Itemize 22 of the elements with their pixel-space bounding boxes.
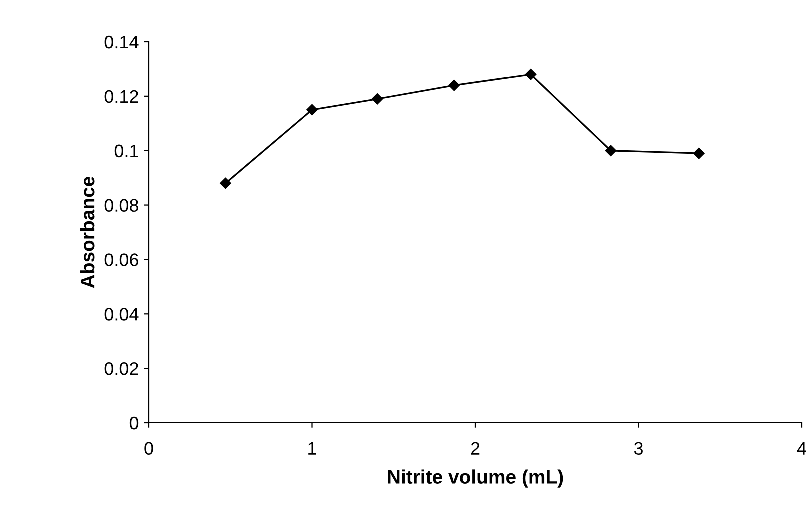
y-tick-label: 0.02 xyxy=(104,362,138,376)
y-tick-label: 0.08 xyxy=(104,199,138,212)
point xyxy=(525,69,537,80)
y-tick-label: 0.12 xyxy=(104,90,138,104)
point xyxy=(372,94,384,105)
y-axis-title: Absorbance xyxy=(80,176,95,288)
point xyxy=(220,178,232,190)
point xyxy=(448,80,460,92)
y-tick-label: 0.1 xyxy=(114,144,138,158)
point xyxy=(306,104,318,116)
y-tick-label: 0.04 xyxy=(104,308,139,321)
x-axis-title: Nitrite volume (mL) xyxy=(388,470,564,488)
x-tick-label: 2 xyxy=(471,442,480,455)
y-tick-label: 0.06 xyxy=(104,254,138,266)
x-tick-label: 0 xyxy=(144,442,154,456)
point xyxy=(694,148,705,160)
y-tick-label: 0 xyxy=(130,416,139,430)
point xyxy=(605,145,617,156)
x-tick-label: 3 xyxy=(634,442,643,456)
x-tick-label: 1 xyxy=(308,442,316,455)
x-tick-label: 4 xyxy=(797,442,806,455)
y-tick-label: 0.14 xyxy=(104,36,139,49)
